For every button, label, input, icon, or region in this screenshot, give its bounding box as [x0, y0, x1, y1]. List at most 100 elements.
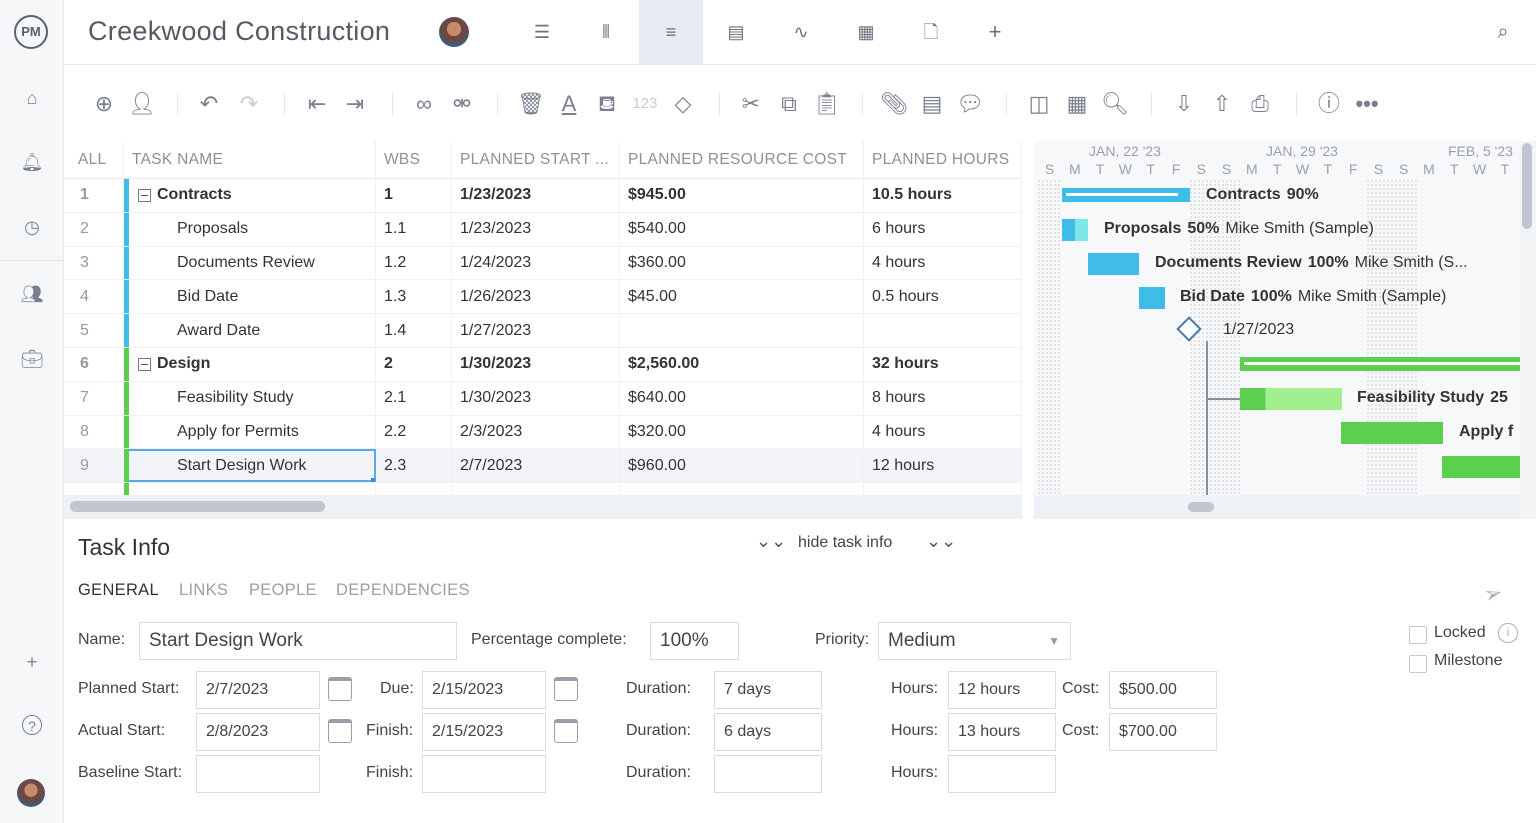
name-input[interactable]: Start Design Work [139, 622, 457, 660]
table-row-partial[interactable] [64, 483, 1022, 495]
actual-hours-input[interactable]: 13 hours [948, 713, 1056, 751]
wbs-cell[interactable]: 1.3 [376, 280, 452, 314]
undo-icon[interactable]: ↶ [199, 91, 219, 116]
task-name-cell[interactable]: Contracts [124, 179, 376, 212]
gantt-summary-bar-contracts[interactable] [1062, 188, 1190, 202]
locked-checkbox[interactable] [1409, 626, 1427, 644]
planned-hours-cell[interactable]: 4 hours [864, 415, 1022, 449]
gantt-view-icon[interactable]: ≡ [639, 0, 703, 64]
table-row[interactable]: 5 Award Date 1.4 1/27/2023 [64, 314, 1022, 348]
grid-icon[interactable]: ▦ [1066, 91, 1088, 116]
col-wbs[interactable]: WBS [376, 141, 452, 178]
scroll-thumb[interactable] [1188, 502, 1214, 512]
gantt-horizontal-scrollbar[interactable] [1034, 495, 1520, 519]
planned-start-cell[interactable]: 1/26/2023 [452, 280, 620, 314]
calendar-icon[interactable] [328, 677, 352, 701]
planned-hours-cell[interactable]: 12 hours [864, 449, 1022, 483]
wbs-cell[interactable]: 2 [376, 347, 452, 381]
planned-duration-input[interactable]: 7 days [714, 671, 822, 709]
task-name-cell[interactable]: Start Design Work [124, 449, 376, 483]
gantt-bar-apply-for-permits[interactable] [1341, 422, 1443, 444]
col-all[interactable]: ALL [64, 141, 124, 178]
row-number[interactable]: 1 [64, 179, 124, 212]
wbs-cell[interactable]: 2.2 [376, 415, 452, 449]
tab-links[interactable]: LINKS [179, 581, 229, 599]
milestone-checkbox[interactable] [1409, 655, 1427, 673]
assign-user-icon[interactable]: 👤︎ [128, 91, 156, 116]
planned-cost-cell[interactable]: $360.00 [620, 246, 864, 280]
task-name-cell[interactable]: Proposals [124, 212, 376, 246]
wbs-cell[interactable]: 2.1 [376, 381, 452, 415]
actual-start-input[interactable]: 2/8/2023 [196, 713, 320, 751]
help-icon[interactable]: ? [22, 715, 42, 735]
collapse-toggle-icon[interactable] [138, 357, 151, 371]
columns-icon[interactable]: ◫ [1028, 91, 1050, 116]
link-icon[interactable]: ∞ [416, 91, 432, 116]
row-number[interactable]: 2 [64, 212, 124, 246]
text-format-icon[interactable]: A [561, 91, 577, 116]
user-avatar[interactable] [17, 779, 45, 807]
calendar-icon[interactable] [554, 677, 578, 701]
tab-dependencies[interactable]: DEPENDENCIES [336, 581, 470, 599]
vertical-scrollbar[interactable] [1520, 141, 1536, 519]
delete-icon[interactable]: 🗑︎ [517, 91, 545, 116]
list-view-icon[interactable]: ☰ [533, 22, 551, 42]
number-format-icon[interactable]: 123 [632, 95, 658, 112]
milestone-icon[interactable]: ◇ [674, 91, 692, 116]
files-view-icon[interactable]: 🗋︎ [923, 22, 939, 42]
planned-start-cell[interactable]: 1/30/2023 [452, 381, 620, 415]
scroll-thumb[interactable] [70, 501, 325, 512]
gantt-bar-start-design-work[interactable] [1442, 456, 1520, 478]
baseline-start-input[interactable] [196, 755, 320, 793]
planned-hours-cell[interactable]: 8 hours [864, 381, 1022, 415]
wbs-cell[interactable]: 1.1 [376, 212, 452, 246]
planned-start-cell[interactable]: 2/3/2023 [452, 415, 620, 449]
wbs-cell[interactable]: 2.3 [376, 449, 452, 483]
table-row[interactable]: 9 Start Design Work 2.3 2/7/2023 $960.00 12 h… [64, 449, 1022, 484]
sheet-view-icon[interactable]: ▤ [727, 22, 745, 42]
planned-hours-cell[interactable]: 6 hours [864, 212, 1022, 246]
planned-start-input[interactable]: 2/7/2023 [196, 671, 320, 709]
col-task-name[interactable]: TASK NAME [124, 141, 376, 178]
due-input[interactable]: 2/15/2023 [422, 671, 546, 709]
calendar-icon[interactable] [554, 719, 578, 743]
briefcase-icon[interactable]: 💼︎ [20, 349, 44, 369]
gantt-summary-bar-design[interactable] [1240, 357, 1520, 371]
wbs-cell[interactable]: 1.2 [376, 246, 452, 280]
baseline-duration-input[interactable] [714, 755, 822, 793]
task-name-cell[interactable]: Bid Date [124, 280, 376, 314]
planned-hours-cell[interactable]: 32 hours [864, 347, 1022, 381]
notes-icon[interactable]: ▤ [921, 91, 943, 116]
planned-cost-cell[interactable]: $945.00 [620, 179, 864, 212]
scroll-thumb[interactable] [1522, 143, 1532, 229]
col-planned-start[interactable]: PLANNED START ... [452, 141, 620, 178]
planned-cost-cell[interactable]: $960.00 [620, 449, 864, 483]
gantt-bar-bid-date[interactable] [1139, 287, 1165, 309]
col-planned-cost[interactable]: PLANNED RESOURCE COST [620, 141, 864, 178]
add-view-icon[interactable]: + [988, 19, 1002, 44]
collapse-toggle-icon[interactable] [138, 188, 151, 202]
unlink-icon[interactable]: ⚮ [452, 91, 472, 116]
outdent-icon[interactable]: ⇤ [307, 91, 327, 116]
info-icon[interactable]: i [1498, 623, 1518, 643]
attachment-icon[interactable]: 📎︎ [880, 91, 908, 116]
task-name-cell[interactable]: Documents Review [124, 246, 376, 280]
paste-icon[interactable]: 📋︎ [813, 91, 841, 116]
baseline-finish-input[interactable] [422, 755, 546, 793]
planned-hours-cell[interactable]: 4 hours [864, 246, 1022, 280]
table-row[interactable]: 2 Proposals 1.1 1/23/2023 $540.00 6 hours [64, 212, 1022, 247]
planned-start-cell[interactable]: 1/23/2023 [452, 212, 620, 246]
zoom-icon[interactable]: 🔍︎ [1101, 91, 1129, 116]
row-number[interactable]: 7 [64, 381, 124, 415]
table-row[interactable]: 1 Contracts 1 1/23/2023 $945.00 10.5 hours [64, 179, 1022, 213]
bell-icon[interactable]: 🔔︎ [20, 152, 44, 172]
info-icon[interactable]: ⓘ [1317, 91, 1340, 116]
cut-icon[interactable]: ✂ [741, 91, 761, 116]
dashboard-view-icon[interactable]: ∿ [793, 22, 809, 42]
calendar-view-icon[interactable]: ▦ [857, 22, 875, 42]
task-name-cell[interactable]: Design [124, 347, 376, 381]
indent-icon[interactable]: ⇥ [345, 91, 365, 116]
table-row[interactable]: 6 Design 2 1/30/2023 $2,560.00 32 hours [64, 347, 1022, 382]
comment-icon[interactable]: 💬︎ [956, 91, 984, 116]
more-icon[interactable]: ••• [1355, 91, 1379, 116]
